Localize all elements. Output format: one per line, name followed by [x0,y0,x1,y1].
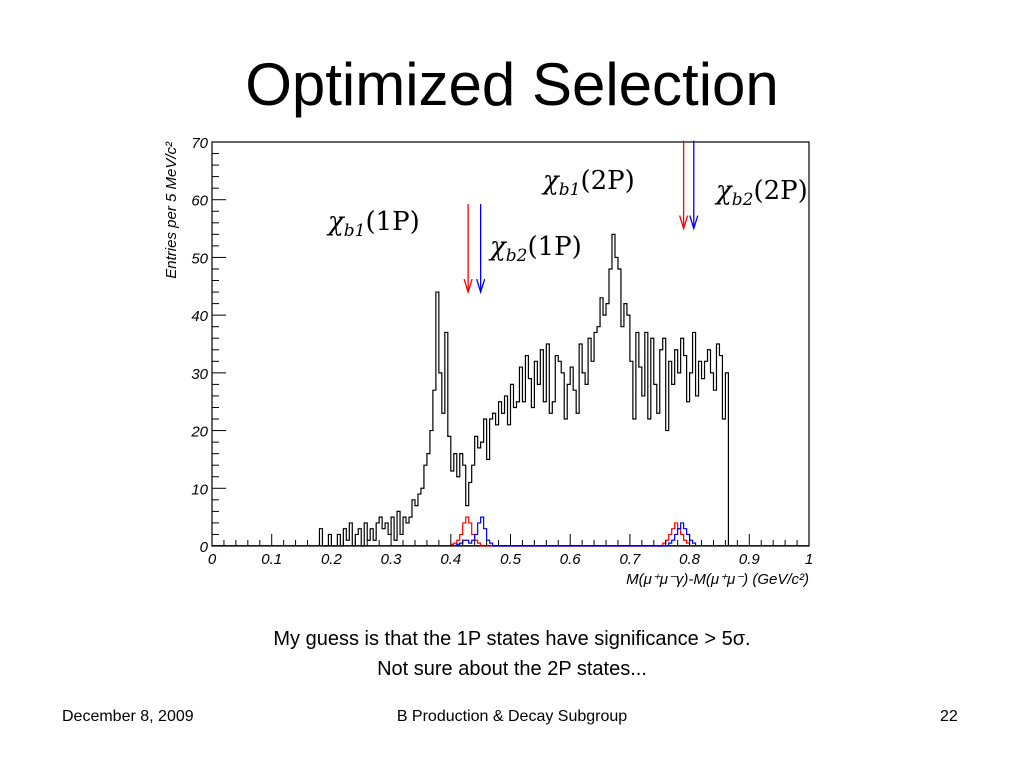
annotation-arrow-head [463,278,473,295]
x-tick-label: 0.5 [500,551,522,568]
y-tick-label: 30 [191,366,208,383]
x-tick-label: 1 [805,551,813,568]
slide-title: Optimized Selection [245,51,779,118]
x-tick-label: 0.1 [261,551,282,568]
annotation-subscript: b2 [732,190,754,210]
annotation-arrow-head [689,215,699,231]
x-tick-label: 0.4 [440,551,461,568]
annotation-arrow-head [679,215,689,231]
histogram-series-2 [456,516,697,547]
y-tick-label: 0 [200,539,209,556]
y-tick-label: 10 [191,481,208,498]
annotation-subscript: b2 [506,246,528,266]
annotation-label: χb1(2P) [541,166,635,200]
x-axis-title: M(μ⁺μ⁻γ)-M(μ⁺μ⁻) (GeV/c²) [626,571,809,588]
y-tick-label: 50 [191,250,208,267]
histogram-chart: 0 0.1 0.2 0.3 0.4 0.5 0.6 0.7 0.8 0.9 101020304050… [163,135,813,588]
x-tick-label: 0.6 [560,551,582,568]
annotation-state: (1P) [365,207,419,237]
annotation-state: (1P) [527,232,581,262]
annotation-state: (2P) [580,166,634,196]
y-tick-label: 20 [190,424,208,441]
annotation-label: χb2(1P) [488,232,582,266]
annotation-subscript: b1 [344,221,366,241]
x-tick-label: 0.9 [739,551,761,568]
annotation-chi: χ [488,232,508,262]
x-tick-label: 0 [208,551,217,568]
y-tick-label: 60 [191,193,208,210]
annotation-chi: χ [541,166,561,196]
annotation-label: χb2(2P) [714,176,808,210]
y-axis-title: Entries per 5 MeV/c² [163,141,180,279]
annotation-arrow-head [476,278,486,295]
x-tick-label: 0.7 [619,551,641,568]
x-tick-label: 0.8 [679,551,701,568]
y-tick-label: 40 [191,308,208,325]
annotation-state: (2P) [753,176,807,206]
caption-line-2: Not sure about the 2P states... [377,658,647,680]
footer-page-number: 22 [940,708,958,725]
annotation-label: χb1(1P) [326,207,420,241]
histogram-series-0 [318,233,730,547]
x-tick-label: 0.2 [321,551,343,568]
footer-date: December 8, 2009 [62,708,194,725]
footer-title: B Production & Decay Subgroup [396,708,628,725]
annotation-chi: χ [714,176,734,206]
annotation-chi: χ [326,207,346,237]
x-tick-label: 0.3 [381,551,403,568]
annotation-subscript: b1 [559,180,581,200]
y-tick-label: 70 [191,135,208,152]
caption-line-1: My guess is that the 1P states have sign… [273,628,751,650]
